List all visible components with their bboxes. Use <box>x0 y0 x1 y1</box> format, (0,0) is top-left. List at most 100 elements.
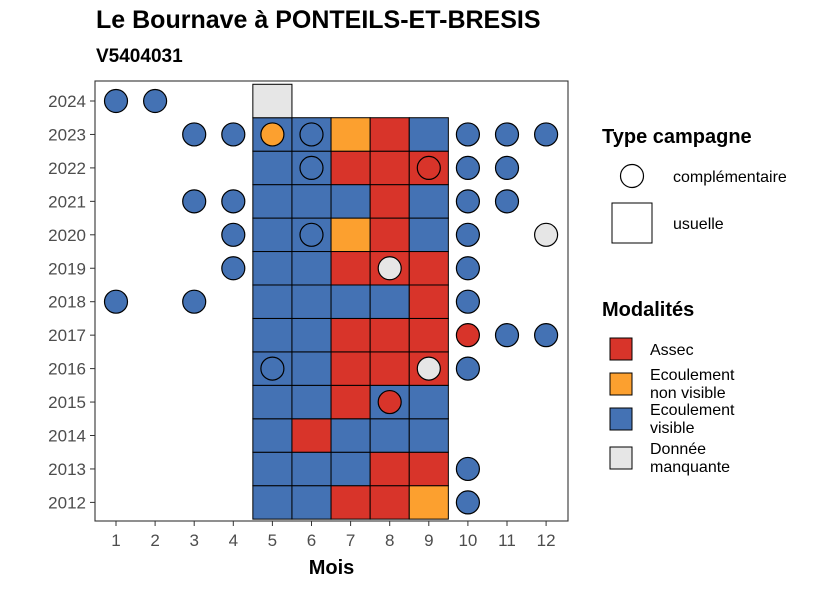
legend-type-title: Type campagne <box>602 126 752 148</box>
complementaire-point-2023-5 <box>260 122 285 147</box>
legend-label-0-line-0: Assec <box>650 342 694 359</box>
usuelle-cell-2017-6 <box>291 317 332 353</box>
x-tick-label-4: 4 <box>229 531 238 550</box>
usuelle-cell-2013-8 <box>369 451 410 487</box>
x-axis-title: Mois <box>309 557 355 579</box>
usuelle-cell-2013-7 <box>330 451 371 487</box>
legend-label-1-line-1: non visible <box>650 385 726 402</box>
usuelle-cell-2012-6 <box>291 485 332 520</box>
legend-label-3-line-0: Donnée <box>650 441 706 458</box>
legend: Type campagne complémentaire usuelle Modali… <box>602 126 787 476</box>
usuelle-cell-2019-7 <box>330 251 371 286</box>
complementaire-point-2017-10 <box>455 323 480 348</box>
usuelle-cell-2022-8 <box>369 150 410 186</box>
complementaire-point-2024-2 <box>143 88 168 114</box>
usuelle-cell-2023-8 <box>369 117 410 152</box>
y-tick-label-2016: 2016 <box>48 360 86 379</box>
usuelle-cell-2020-7 <box>330 217 371 253</box>
y-tick-label-2020: 2020 <box>48 226 86 245</box>
x-tick-label-9: 9 <box>424 531 433 550</box>
usuelle-cell-2015-9 <box>408 384 449 420</box>
y-tick-label-2019: 2019 <box>48 259 86 278</box>
usuelle-cell-2021-5 <box>252 184 293 219</box>
legend-label-complementaire: complémentaire <box>673 169 787 186</box>
complementaire-point-2021-4 <box>221 189 246 214</box>
usuelle-cell-2016-6 <box>291 351 332 386</box>
chart-title: Le Bournave à PONTEILS-ET-BRESIS <box>96 6 541 34</box>
plot-area: 1 2 3 4 5 6 7 8 9 10 11 122012201320142015201620172… <box>48 80 569 579</box>
usuelle-cell-2023-7 <box>330 117 371 152</box>
complementaire-point-2022-11 <box>494 155 520 180</box>
usuelle-cell-2020-8 <box>369 217 410 253</box>
complementaire-point-2020-10 <box>455 222 480 247</box>
legend-key-2 <box>609 407 633 431</box>
usuelle-cell-2024-5 <box>252 83 293 119</box>
usuelle-cell-2022-5 <box>252 150 293 186</box>
legend-label-2-line-0: Ecoulement <box>650 402 735 419</box>
y-tick-label-2023: 2023 <box>48 125 86 144</box>
usuelle-cell-2015-6 <box>291 384 332 420</box>
y-tick-label-2014: 2014 <box>48 427 86 446</box>
usuelle-cell-2017-7 <box>330 317 371 353</box>
legend-key-3 <box>609 446 633 470</box>
complementaire-point-2012-10 <box>455 490 480 515</box>
x-tick-label-5: 5 <box>268 531 277 550</box>
usuelle-cell-2012-5 <box>252 485 293 520</box>
complementaire-point-2017-11 <box>494 323 520 348</box>
complementaire-point-2022-9 <box>416 155 441 180</box>
usuelle-cell-2020-5 <box>252 217 293 253</box>
usuelle-cell-2017-5 <box>252 317 293 353</box>
complementaire-point-2019-4 <box>221 256 246 281</box>
usuelle-cell-2018-5 <box>252 284 293 319</box>
complementaire-point-2018-1 <box>103 289 129 314</box>
usuelle-cell-2015-7 <box>330 384 371 420</box>
complementaire-point-2023-12 <box>533 122 559 147</box>
complementaire-point-2023-3 <box>182 122 207 147</box>
legend-modalites-title: Modalités <box>602 299 694 321</box>
usuelle-cell-2017-8 <box>369 317 410 353</box>
usuelle-cell-2014-5 <box>252 418 293 453</box>
complementaire-point-2023-10 <box>455 122 480 147</box>
x-tick-label-3: 3 <box>189 531 198 550</box>
complementaire-point-2020-4 <box>221 222 246 247</box>
legend-key-square <box>611 202 653 244</box>
complementaire-point-2018-10 <box>455 289 480 314</box>
complementaire-point-2016-9 <box>416 356 441 381</box>
usuelle-cell-2013-6 <box>291 451 332 487</box>
legend-label-usuelle: usuelle <box>673 216 724 233</box>
usuelle-cell-2018-8 <box>369 284 410 319</box>
usuelle-cell-2014-9 <box>408 418 449 453</box>
usuelle-cell-2021-9 <box>408 184 449 219</box>
usuelle-cell-2017-9 <box>408 317 449 353</box>
usuelle-cell-2020-9 <box>408 217 449 253</box>
usuelle-cell-2021-7 <box>330 184 371 219</box>
usuelle-cell-2016-7 <box>330 351 371 386</box>
x-tick-label-12: 12 <box>537 531 556 550</box>
complementaire-point-2024-1 <box>103 88 129 114</box>
usuelle-cell-2019-5 <box>252 251 293 286</box>
x-tick-label-11: 11 <box>498 531 516 550</box>
usuelle-cell-2012-9 <box>408 485 449 520</box>
usuelle-cell-2013-5 <box>252 451 293 487</box>
usuelle-cell-2016-8 <box>369 351 410 386</box>
y-tick-label-2018: 2018 <box>48 293 86 312</box>
complementaire-point-2022-6 <box>299 155 324 180</box>
complementaire-point-2016-5 <box>260 356 285 381</box>
usuelle-cell-2018-6 <box>291 284 332 319</box>
legend-label-1-line-0: Ecoulement <box>650 367 735 384</box>
x-tick-label-6: 6 <box>307 531 316 550</box>
plot-panel-border <box>94 80 569 522</box>
y-tick-label-2012: 2012 <box>48 493 86 512</box>
complementaire-point-2022-10 <box>455 155 480 180</box>
usuelle-cell-2014-6 <box>291 418 332 453</box>
complementaire-point-2013-10 <box>455 456 480 482</box>
complementaire-point-2020-6 <box>299 222 324 247</box>
complementaire-point-2019-10 <box>455 256 480 281</box>
usuelle-cell-2018-9 <box>408 284 449 319</box>
x-tick-label-1: 1 <box>111 531 120 550</box>
legend-key-circle <box>619 163 645 189</box>
usuelle-cell-2021-6 <box>291 184 332 219</box>
legend-key-1 <box>609 372 633 396</box>
y-tick-label-2017: 2017 <box>48 326 86 345</box>
usuelle-cell-2012-7 <box>330 485 371 520</box>
